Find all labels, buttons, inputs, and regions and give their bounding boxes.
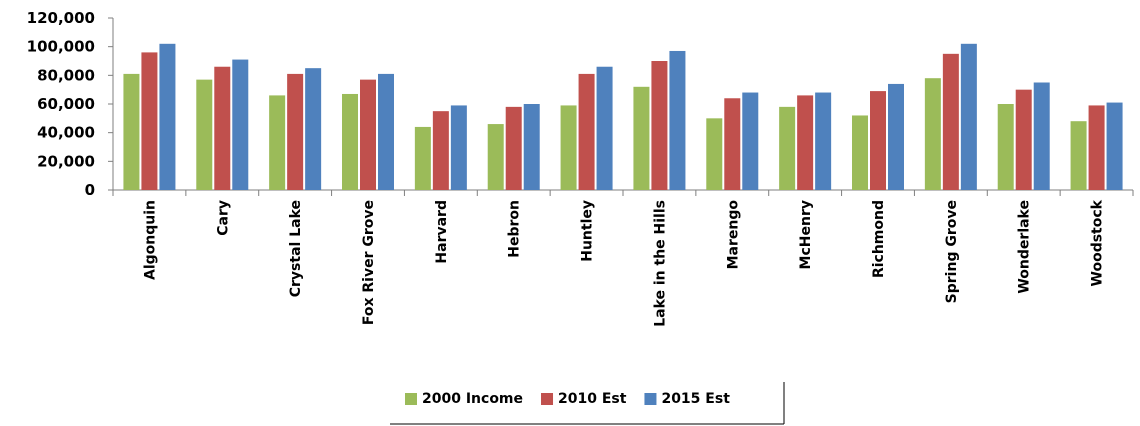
bar [378, 73, 394, 190]
bar [360, 79, 376, 190]
bar [706, 118, 723, 190]
legend: 2000 Income 2010 Est 2015 Est [390, 382, 785, 425]
bar [870, 91, 886, 190]
bar [779, 106, 796, 190]
bar [724, 98, 741, 190]
legend-label: 2010 Est [558, 391, 627, 407]
bar [523, 104, 540, 190]
bar [560, 105, 577, 190]
x-tick-label: Marengo [725, 200, 741, 270]
x-tick-label: Harvard [434, 200, 450, 264]
y-tick-label: 20,000 [37, 152, 95, 170]
x-tick-label: Lake in the Hills [652, 200, 668, 327]
bar [305, 68, 322, 190]
bar [997, 104, 1014, 190]
bar [1033, 82, 1050, 190]
x-axis-labels: Algonquin Cary Crystal Lake Fox River Grove… [142, 199, 1105, 326]
x-tick-label: Spring Grove [944, 200, 960, 303]
bars [123, 43, 1123, 191]
y-tick-label: 40,000 [37, 124, 95, 142]
bar [578, 73, 595, 190]
x-tick-label: McHenry [798, 200, 814, 269]
bar [232, 59, 249, 190]
bar [742, 92, 759, 190]
bar [1015, 89, 1032, 190]
bar [1106, 102, 1123, 190]
bar [141, 52, 158, 191]
bar [942, 53, 959, 191]
x-tick-label: Hebron [507, 200, 523, 258]
x-tick-label: Wonderlake [1017, 200, 1033, 294]
bar [214, 66, 231, 190]
bar [888, 83, 904, 190]
bar [960, 43, 977, 190]
bar [342, 93, 358, 190]
bar [797, 95, 814, 190]
x-tick-label: Crystal Lake [288, 200, 304, 297]
y-tick-label: 80,000 [37, 66, 95, 84]
y-tick-label: 60,000 [37, 95, 95, 113]
bar [633, 86, 650, 190]
bar [651, 61, 668, 190]
y-axis: 0 20,000 40,000 60,000 80,000 100,000 120,000 [27, 9, 1134, 199]
legend-swatch [541, 393, 554, 405]
x-tick-label: Algonquin [142, 200, 158, 280]
bar [287, 73, 304, 190]
x-tick-label: Woodstock [1090, 199, 1106, 286]
bar [432, 111, 449, 190]
bar [1070, 121, 1087, 190]
x-tick-label: Huntley [580, 200, 596, 262]
x-tick-label: Richmond [871, 200, 887, 278]
y-tick-label: 100,000 [27, 38, 95, 56]
bar [196, 79, 213, 190]
bar [669, 50, 686, 190]
bar [269, 95, 286, 190]
legend-swatch [644, 393, 657, 405]
bar [505, 106, 522, 190]
bar [924, 78, 941, 190]
bar [159, 43, 176, 190]
bar [450, 105, 467, 190]
bar [487, 124, 504, 190]
legend-swatch [405, 393, 417, 405]
x-tick-label: Fox River Grove [361, 200, 377, 325]
bar [596, 66, 613, 190]
bar [123, 73, 140, 190]
bar [852, 115, 868, 190]
x-tick-label: Cary [215, 200, 231, 236]
legend-label: 2000 Income [422, 391, 523, 407]
bar [414, 126, 431, 190]
bar [1088, 105, 1105, 190]
bar [815, 92, 832, 190]
y-tick-label: 120,000 [27, 9, 95, 27]
legend-label: 2015 Est [661, 391, 730, 407]
y-tick-label: 0 [85, 181, 95, 199]
